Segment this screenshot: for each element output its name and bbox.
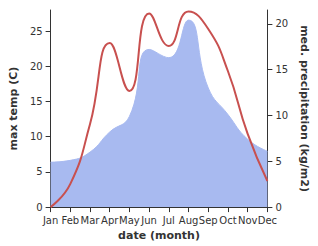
svg-text:5: 5 [275, 156, 281, 167]
svg-text:20: 20 [30, 61, 43, 72]
svg-text:Apr: Apr [101, 215, 119, 226]
svg-text:10: 10 [30, 131, 43, 142]
svg-text:Feb: Feb [61, 215, 79, 226]
svg-text:0: 0 [36, 202, 42, 213]
svg-text:Dec: Dec [258, 215, 277, 226]
svg-text:Nov: Nov [238, 215, 258, 226]
svg-text:0: 0 [275, 202, 281, 213]
svg-text:max temp (C): max temp (C) [7, 67, 20, 151]
svg-text:Mar: Mar [81, 215, 101, 226]
svg-text:date (month): date (month) [118, 229, 200, 242]
svg-text:Jul: Jul [162, 215, 175, 226]
svg-text:20: 20 [275, 18, 288, 29]
svg-text:5: 5 [36, 166, 42, 177]
svg-text:Jun: Jun [140, 215, 157, 226]
svg-text:Oct: Oct [219, 215, 236, 226]
svg-text:Sep: Sep [199, 215, 218, 226]
svg-text:med. precipitation (kg/m2): med. precipitation (kg/m2) [298, 25, 311, 192]
svg-text:May: May [119, 215, 140, 226]
svg-text:Jan: Jan [42, 215, 58, 226]
svg-text:Aug: Aug [179, 215, 199, 226]
svg-text:15: 15 [275, 64, 288, 75]
svg-text:15: 15 [30, 96, 43, 107]
svg-text:10: 10 [275, 110, 288, 121]
svg-text:25: 25 [30, 26, 43, 37]
